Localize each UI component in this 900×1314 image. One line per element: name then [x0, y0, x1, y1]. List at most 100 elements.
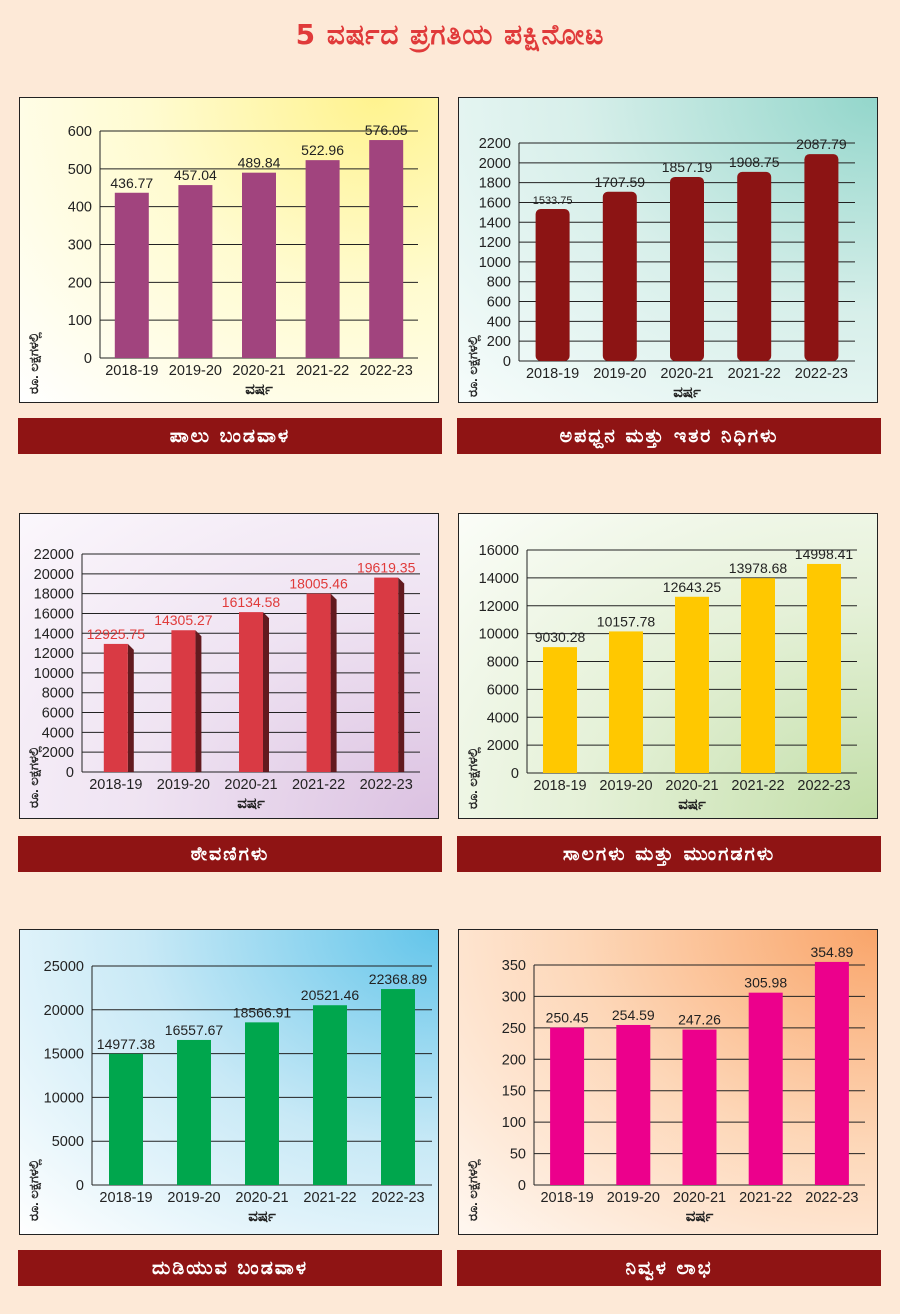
y-tick-label: 12000 — [479, 599, 519, 615]
x-tick-label: 2019-20 — [157, 777, 210, 793]
data-label: 2087.79 — [796, 136, 847, 152]
x-axis-label: ವರ್ಷ — [237, 795, 265, 812]
bar — [670, 176, 704, 361]
bar-side — [330, 593, 337, 772]
data-label: 436.77 — [110, 175, 153, 191]
caption-loans-advances: ಸಾಲಗಳು ಮತ್ತು ಮುಂಗಡಗಳು — [457, 836, 881, 872]
bar — [543, 647, 577, 773]
bar — [737, 171, 772, 361]
y-tick-label: 250 — [502, 1021, 526, 1037]
bar — [804, 154, 839, 361]
x-tick-label: 2021-22 — [739, 1190, 792, 1206]
data-label: 14977.38 — [97, 1036, 156, 1052]
y-tick-label: 16000 — [34, 606, 74, 622]
bar — [616, 1024, 651, 1185]
x-axis-label: ವರ್ಷ — [673, 384, 701, 401]
data-label: 19619.35 — [357, 560, 416, 576]
x-tick-label: 2022-23 — [371, 1190, 424, 1206]
bar — [602, 191, 637, 361]
chart-panel-reserve-funds: 0 200 400 600 800 1000 1200 1400 1600 1800 2000 220… — [458, 97, 878, 403]
x-tick-label: 2022-23 — [360, 363, 413, 379]
x-tick-label: 2020-21 — [660, 366, 713, 382]
bar — [171, 630, 196, 772]
y-tick-label: 0 — [503, 354, 511, 370]
caption-deposits: ಠೇವಣಿಗಳು — [18, 836, 442, 872]
chart-panel-share-capital: 0 100 200 300 400 500 600 436.77 2018-19 457.04 20… — [19, 97, 439, 403]
y-tick-label: 100 — [68, 313, 92, 329]
data-label: 489.84 — [238, 155, 281, 171]
bar-side — [263, 612, 269, 772]
y-tick-label: 100 — [502, 1115, 526, 1131]
y-tick-label: 500 — [68, 162, 92, 178]
x-tick-label: 2021-22 — [296, 363, 349, 379]
y-axis-label: ರೂ. ಲಕ್ಷಗಳಲ್ಲಿ — [465, 1159, 482, 1221]
bar — [109, 1053, 143, 1185]
bar-chart-reserve-funds: 0 200 400 600 800 1000 1200 1400 1600 1800 2000 220… — [465, 136, 855, 401]
bar — [306, 593, 331, 772]
data-label: 305.98 — [744, 975, 787, 991]
y-tick-label: 2000 — [487, 738, 519, 754]
x-tick-label: 2018-19 — [99, 1190, 152, 1206]
y-tick-label: 1000 — [479, 255, 511, 271]
data-label: 250.45 — [546, 1010, 589, 1026]
y-tick-label: 15000 — [44, 1047, 84, 1063]
data-label: 522.96 — [301, 142, 344, 158]
bar — [550, 1027, 585, 1185]
data-label: 9030.28 — [535, 629, 586, 645]
x-axis-label: ವರ್ಷ — [678, 796, 706, 813]
y-tick-label: 4000 — [487, 710, 519, 726]
bar — [381, 989, 415, 1185]
bar — [748, 992, 783, 1185]
y-tick-label: 6000 — [487, 682, 519, 698]
data-label: 1857.19 — [662, 159, 713, 175]
y-tick-label: 20000 — [44, 1003, 84, 1019]
y-tick-label: 22000 — [34, 547, 74, 563]
data-label: 14998.41 — [795, 546, 854, 562]
x-tick-label: 2022-23 — [795, 366, 848, 382]
x-tick-label: 2019-20 — [167, 1190, 220, 1206]
data-label: 12643.25 — [663, 579, 722, 595]
x-tick-label: 2021-22 — [728, 366, 781, 382]
y-tick-label: 600 — [487, 295, 511, 311]
x-tick-label: 2019-20 — [599, 778, 652, 794]
caption-reserve-funds: ಅಪಧ್ದನ ಮತ್ತು ಇತರ ನಿಧಿಗಳು — [457, 418, 881, 454]
bar-chart-net-profit: 0 50 100 150 200 250 300 350 250.45 2018-19 254.59… — [465, 944, 865, 1225]
y-tick-label: 20000 — [34, 567, 74, 583]
bar — [741, 578, 775, 773]
bar — [177, 1039, 211, 1185]
bar — [535, 209, 570, 361]
x-tick-label: 2020-21 — [232, 363, 285, 379]
y-tick-label: 200 — [68, 275, 92, 291]
data-label: 254.59 — [612, 1007, 655, 1023]
x-tick-label: 2018-19 — [89, 777, 142, 793]
x-tick-label: 2018-19 — [540, 1190, 593, 1206]
bar — [807, 563, 841, 773]
bar — [245, 1022, 279, 1185]
data-label: 22368.89 — [369, 971, 428, 987]
y-tick-label: 8000 — [42, 686, 74, 702]
bar — [103, 643, 128, 772]
data-label: 16134.58 — [222, 594, 281, 610]
chart-panel-deposits: 0 2000 4000 6000 8000 10000 12000 14000 16000 180… — [19, 513, 439, 819]
bar — [682, 1029, 717, 1185]
bar — [178, 185, 213, 358]
bar — [374, 577, 399, 772]
y-tick-label: 2200 — [479, 136, 511, 152]
y-tick-label: 300 — [68, 238, 92, 254]
bar-side — [127, 643, 134, 772]
y-tick-label: 14000 — [34, 626, 74, 642]
y-tick-label: 10000 — [44, 1090, 84, 1106]
x-tick-label: 2018-19 — [533, 778, 586, 794]
y-tick-label: 1600 — [479, 195, 511, 211]
y-tick-label: 50 — [510, 1147, 526, 1163]
y-axis-label: ರೂ. ಲಕ್ಷಗಳಲ್ಲಿ — [26, 332, 43, 394]
bar-side — [398, 577, 405, 772]
data-label: 13978.68 — [729, 560, 788, 576]
data-label: 12925.75 — [87, 626, 146, 642]
data-label: 1707.59 — [594, 174, 645, 190]
data-label: 16557.67 — [165, 1022, 224, 1038]
bar-side — [195, 630, 202, 772]
y-tick-label: 600 — [68, 124, 92, 140]
bar-chart-share-capital: 0 100 200 300 400 500 600 436.77 2018-19 457.04 20… — [26, 122, 418, 398]
bar — [114, 192, 149, 358]
